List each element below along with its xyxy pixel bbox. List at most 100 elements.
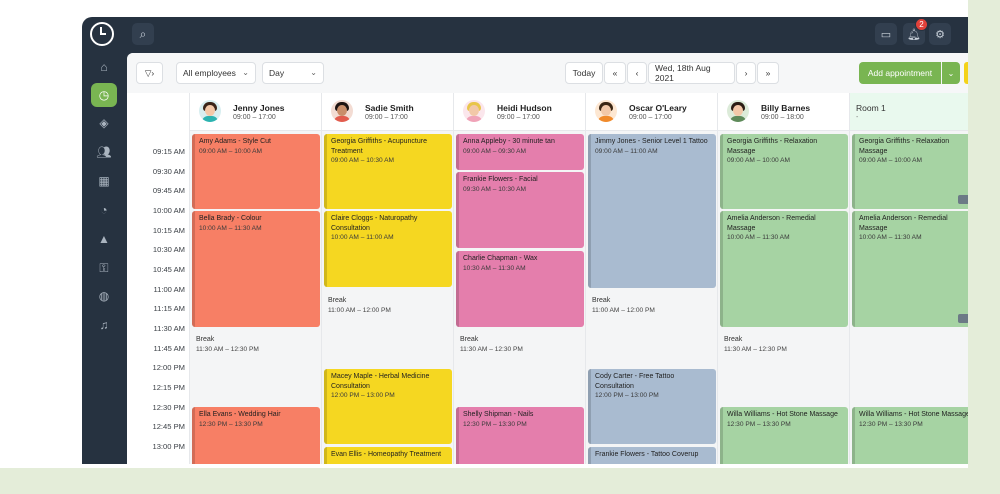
employee-column: Sadie Smith 09:00 – 17:00 Georgia Griffi…: [322, 93, 454, 464]
employees-select-label: All employees: [183, 68, 236, 78]
break-block[interactable]: Break 11:30 AM – 12:30 PM: [456, 332, 584, 357]
chevron-down-icon: ⌄: [242, 68, 249, 77]
employee-column: Billy Barnes 09:00 – 18:00 Georgia Griff…: [718, 93, 850, 464]
appointment-title: Willa Williams - Hot Stone Massage: [859, 411, 968, 418]
search-icon[interactable]: ⌕: [132, 23, 154, 45]
appointment-card[interactable]: Ella Evans - Wedding Hair 12:30 PM – 13:…: [192, 407, 320, 464]
appointment-card[interactable]: Anna Appleby - 30 minute tan 09:00 AM – …: [456, 134, 584, 170]
add-appointment-dropdown[interactable]: ⌄: [942, 62, 960, 84]
prev-day-button[interactable]: ‹: [627, 62, 647, 84]
appointment-title: Macey Maple - Herbal Medicine Consultati…: [331, 373, 430, 390]
today-label: Today: [572, 68, 596, 78]
room-column: Room 1 - Georgia Griffiths - Relaxation …: [850, 93, 968, 464]
break-block[interactable]: Break 11:30 AM – 12:30 PM: [720, 332, 848, 357]
appointment-card[interactable]: Georgia Griffiths - Relaxation Massage 0…: [720, 134, 848, 209]
view-select[interactable]: Day ⌄: [262, 62, 324, 84]
add-appointment-button[interactable]: Add appointment: [859, 62, 941, 84]
prev-week-button[interactable]: «: [604, 62, 626, 84]
appointment-time: 09:00 AM – 10:00 AM: [859, 157, 923, 164]
employee-hours: 09:00 – 17:00: [629, 114, 672, 121]
appointment-card[interactable]: Amelia Anderson - Remedial Massage 10:00…: [852, 211, 968, 327]
avatar: [727, 100, 749, 122]
filter-button[interactable]: ▽›: [136, 62, 163, 84]
appointment-card[interactable]: Evan Ellis - Homeopathy Treatment: [324, 447, 452, 464]
avatar: [595, 100, 617, 122]
calendar-clock-icon[interactable]: ◷: [91, 83, 117, 107]
time-label: 11:15 AM: [153, 304, 185, 313]
break-title: Break: [460, 336, 479, 343]
reports-icon[interactable]: ▦: [98, 174, 110, 188]
appointment-card[interactable]: Cody Carter - Free Tattoo Consultation 1…: [588, 369, 716, 444]
room-header[interactable]: Room 1 -: [850, 93, 968, 131]
date-display[interactable]: Wed, 18th Aug 2021: [648, 62, 735, 84]
appointment-time: 12:00 PM – 13:00 PM: [595, 392, 659, 399]
chevron-right-icon: ›: [744, 68, 748, 78]
appointment-card[interactable]: Frankie Flowers - Tattoo Coverup: [588, 447, 716, 464]
appointment-card[interactable]: Jimmy Jones - Senior Level 1 Tattoo 09:0…: [588, 134, 716, 288]
avatar: [331, 100, 353, 122]
appointment-card[interactable]: Bella Brady - Colour 10:00 AM – 11:30 AM: [192, 211, 320, 327]
appointment-card[interactable]: Macey Maple - Herbal Medicine Consultati…: [324, 369, 452, 444]
today-button[interactable]: Today: [565, 62, 603, 84]
analytics-icon[interactable]: ▲: [98, 232, 110, 246]
avatar: [463, 100, 485, 122]
appointment-title: Amy Adams - Style Cut: [199, 138, 271, 145]
resource-tag: [958, 314, 968, 323]
time-label: 10:15 AM: [152, 226, 185, 235]
appointment-title: Shelly Shipman - Nails: [463, 411, 534, 418]
chat-icon[interactable]: ▭: [875, 23, 897, 45]
calendar-main: ▽› All employees ⌄ Day ⌄ Today « ‹ Wed, …: [127, 53, 968, 464]
next-week-button[interactable]: »: [757, 62, 779, 84]
break-block[interactable]: Break 11:00 AM – 12:00 PM: [324, 293, 452, 318]
appointment-card[interactable]: Willa Williams - Hot Stone Massage 12:30…: [720, 407, 848, 464]
marketing-icon[interactable]: ◔: [100, 203, 108, 217]
appointment-card[interactable]: Georgia Griffiths - Acupuncture Treatmen…: [324, 134, 452, 209]
clients-icon[interactable]: 👥︎: [96, 145, 112, 159]
employee-column: Jenny Jones 09:00 – 17:00 Amy Adams - St…: [190, 93, 322, 464]
toolbar-extra-button[interactable]: [964, 62, 968, 84]
time-label: 11:00 AM: [153, 285, 185, 294]
alerts-icon[interactable]: ♫: [99, 318, 109, 332]
appointment-time: 12:00 PM – 13:00 PM: [331, 392, 395, 399]
time-label: 10:45 AM: [152, 265, 185, 274]
clock-logo-icon[interactable]: [90, 22, 114, 46]
appointment-card[interactable]: Amy Adams - Style Cut 09:00 AM – 10:00 A…: [192, 134, 320, 209]
appointment-title: Anna Appleby - 30 minute tan: [463, 138, 555, 145]
calendar-grid: 09:15 AM 09:30 AM 09:45 AM 10:00 AM 10:1…: [127, 93, 968, 464]
employee-header[interactable]: Billy Barnes 09:00 – 18:00: [718, 93, 849, 131]
break-title: Break: [196, 336, 215, 343]
appointment-title: Amelia Anderson - Remedial Massage: [727, 215, 816, 232]
room-name: Room 1: [856, 103, 886, 113]
settings-icon[interactable]: ⚙: [929, 23, 951, 45]
appointment-title: Georgia Griffiths - Acupuncture Treatmen…: [331, 138, 427, 155]
integrations-icon[interactable]: ⚿: [99, 260, 109, 275]
avatar: [199, 100, 221, 122]
next-day-button[interactable]: ›: [736, 62, 756, 84]
home-icon[interactable]: ⌂: [100, 60, 108, 74]
employees-select[interactable]: All employees ⌄: [176, 62, 256, 84]
appointment-card[interactable]: Georgia Griffiths - Relaxation Massage 0…: [852, 134, 968, 209]
globe-icon[interactable]: ◍: [98, 289, 110, 303]
tag-icon[interactable]: ◈: [99, 116, 109, 130]
time-label: 12:00 PM: [152, 363, 185, 372]
appointment-title: Amelia Anderson - Remedial Massage: [859, 215, 948, 232]
employee-header[interactable]: Sadie Smith 09:00 – 17:00: [322, 93, 453, 131]
employee-header[interactable]: Jenny Jones 09:00 – 17:00: [190, 93, 321, 131]
break-block[interactable]: Break 11:00 AM – 12:00 PM: [588, 293, 716, 318]
time-column: 09:15 AM 09:30 AM 09:45 AM 10:00 AM 10:1…: [127, 93, 190, 464]
time-label: 12:15 PM: [152, 383, 185, 392]
appointment-time: 12:30 PM – 13:30 PM: [727, 420, 791, 428]
appointment-card[interactable]: Shelly Shipman - Nails 12:30 PM – 13:30 …: [456, 407, 584, 464]
break-time: 11:00 AM – 12:00 PM: [328, 306, 391, 314]
filter-icon: ▽›: [144, 67, 155, 78]
time-label: 10:30 AM: [152, 245, 185, 254]
appointment-card[interactable]: Charlie Chapman - Wax 10:30 AM – 11:30 A…: [456, 251, 584, 327]
employee-header[interactable]: Oscar O'Leary 09:00 – 17:00: [586, 93, 717, 131]
appointment-title: Jimmy Jones - Senior Level 1 Tattoo: [595, 138, 708, 145]
break-block[interactable]: Break 11:30 AM – 12:30 PM: [192, 332, 320, 357]
appointment-card[interactable]: Frankie Flowers - Facial 09:30 AM – 10:3…: [456, 172, 584, 248]
employee-header[interactable]: Heidi Hudson 09:00 – 17:00: [454, 93, 585, 131]
appointment-card[interactable]: Willa Williams - Hot Stone Massage 12:30…: [852, 407, 968, 464]
appointment-card[interactable]: Amelia Anderson - Remedial Massage 10:00…: [720, 211, 848, 327]
appointment-card[interactable]: Claire Cloggs - Naturopathy Consultation…: [324, 211, 452, 287]
